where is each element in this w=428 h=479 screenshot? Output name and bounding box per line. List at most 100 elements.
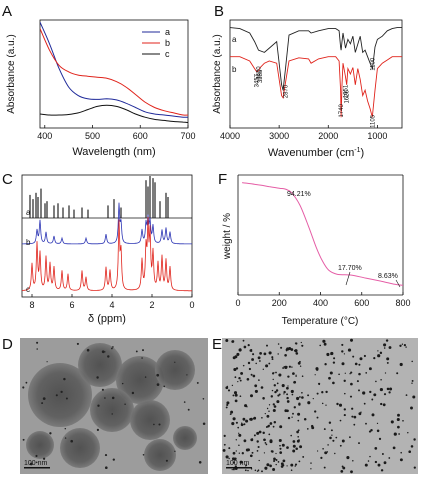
nanodot (22, 438, 25, 441)
nanodot (389, 387, 393, 391)
nanodot (271, 389, 274, 392)
nanodot (275, 452, 277, 455)
nanodot (296, 430, 299, 434)
nanodot (336, 402, 339, 406)
nanodot (254, 469, 257, 472)
nanodot (266, 344, 268, 347)
panel-f-annot-2: 17.70% (338, 265, 362, 272)
nanodot (96, 428, 100, 432)
nanodot (365, 422, 367, 425)
nanodot (380, 402, 383, 406)
nanodot (260, 386, 264, 389)
nanodot (29, 462, 33, 466)
nanodot (364, 463, 368, 467)
nanodot (232, 468, 235, 471)
panel-a-x-tick-label-0: 400 (37, 131, 52, 141)
panel-a-xticks: 400 500 600 700 (37, 125, 196, 141)
nanodot (35, 454, 38, 458)
nanodot (234, 355, 238, 359)
nanodot (245, 464, 248, 467)
nanodot (264, 466, 268, 470)
nanodot (238, 452, 240, 454)
nanodot (275, 459, 278, 461)
panel-a-xlabel: Wavelength (nm) (72, 146, 155, 158)
nanodot (238, 444, 240, 447)
nanodot (363, 354, 366, 358)
panel-c-series-b (22, 202, 192, 245)
panel-c-series-label-b: b (26, 238, 31, 247)
panel-f-plot (242, 182, 403, 286)
nanodot (124, 403, 126, 406)
nanodot (287, 375, 290, 378)
nanodot (240, 371, 244, 375)
nanodot (412, 395, 416, 399)
nanodot (273, 457, 276, 461)
nanodot (156, 383, 160, 386)
nanodot (247, 448, 250, 452)
nanodot (358, 363, 361, 366)
nanodot (299, 445, 303, 449)
nanodot (295, 352, 299, 355)
nanodot (64, 437, 67, 439)
nanodot (316, 416, 319, 419)
nanodot (296, 396, 300, 401)
nanodot (233, 367, 237, 372)
panel-f-x-tick-label-0: 0 (235, 298, 240, 308)
nanodot (41, 402, 44, 405)
nanodot (291, 393, 294, 396)
nanodot (307, 401, 311, 405)
nanodot (222, 448, 226, 452)
nanodot (351, 415, 354, 418)
nanodot (386, 387, 390, 391)
nanodot (328, 376, 331, 380)
nanodot (369, 390, 372, 394)
nanodot (297, 419, 300, 422)
nanodot (295, 374, 297, 376)
nanodot (358, 372, 361, 376)
nanodot (121, 382, 124, 385)
nanodot (252, 353, 255, 356)
nanodot (299, 365, 302, 367)
nanodot (261, 470, 263, 473)
nanodot (250, 468, 253, 470)
nanodot (373, 357, 376, 360)
nanodot (254, 389, 258, 393)
nanodot (223, 434, 226, 438)
nanodot (244, 404, 248, 408)
nanodot (242, 364, 245, 367)
particle (173, 426, 197, 450)
nanodot (198, 461, 202, 464)
nanodot (111, 347, 113, 350)
nanodot (330, 351, 334, 356)
nanodot (341, 350, 344, 353)
nanodot (231, 340, 235, 343)
nanodot (325, 390, 328, 394)
nanodot (234, 393, 238, 397)
nanodot (60, 390, 63, 394)
panel-c-frame (21, 174, 193, 298)
nanodot (249, 454, 253, 458)
nanodot (225, 339, 229, 342)
nanodot (258, 459, 260, 462)
nanodot (272, 378, 274, 381)
nanodot (250, 373, 253, 376)
nanodot (202, 422, 206, 426)
panel-b-annot-0: 3457 (255, 73, 261, 87)
nanodot (339, 444, 342, 447)
nanodot (393, 432, 397, 436)
nanodot (249, 394, 254, 398)
nanodot (327, 444, 329, 446)
nanodot (341, 439, 345, 443)
nanodot (290, 463, 294, 467)
nanodot (244, 469, 247, 472)
nanodot (238, 376, 241, 380)
nanodot (365, 372, 368, 374)
nanodot (388, 391, 391, 394)
nanodot (225, 406, 228, 409)
nanodot (411, 382, 413, 384)
nanodot (259, 360, 261, 362)
nanodot (371, 413, 375, 417)
nanodot (35, 461, 38, 464)
panel-a-series-a (40, 21, 188, 118)
